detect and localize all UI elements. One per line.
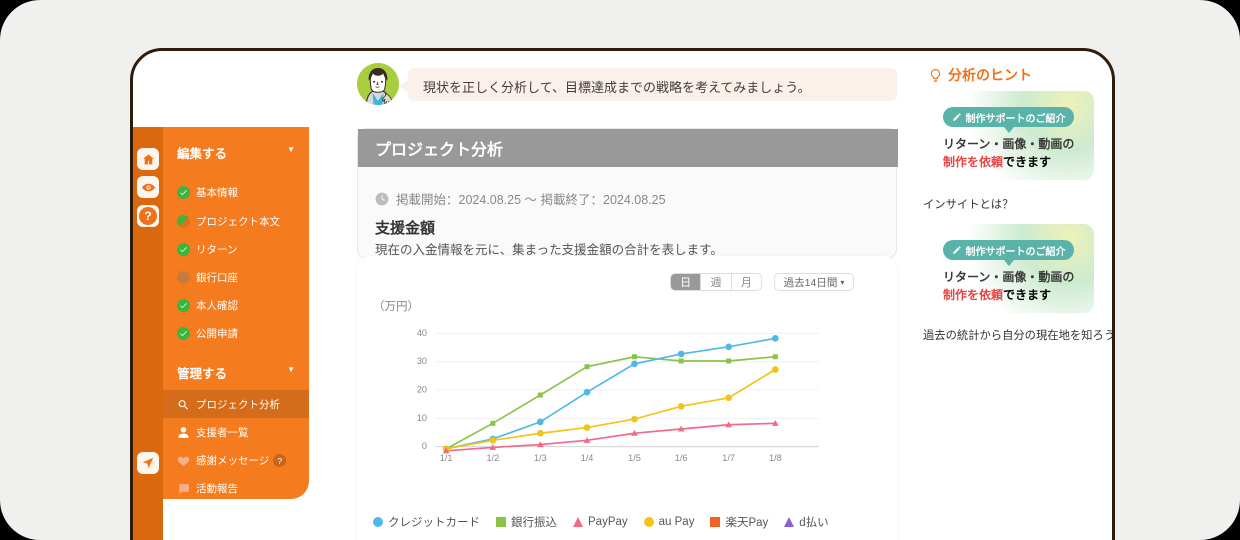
svg-text:20: 20 (417, 385, 427, 395)
svg-text:1/2: 1/2 (486, 453, 499, 463)
svg-text:1/5: 1/5 (628, 453, 641, 463)
svg-text:30: 30 (417, 356, 427, 366)
svg-text:1/7: 1/7 (722, 453, 735, 463)
svg-text:1/4: 1/4 (581, 453, 594, 463)
svg-text:1/1: 1/1 (440, 453, 453, 463)
svg-text:10: 10 (417, 413, 427, 423)
svg-text:40: 40 (417, 328, 427, 338)
svg-text:1/6: 1/6 (675, 453, 688, 463)
svg-text:1/3: 1/3 (534, 453, 547, 463)
svg-text:0: 0 (422, 441, 427, 451)
svg-text:1/8: 1/8 (769, 453, 782, 463)
